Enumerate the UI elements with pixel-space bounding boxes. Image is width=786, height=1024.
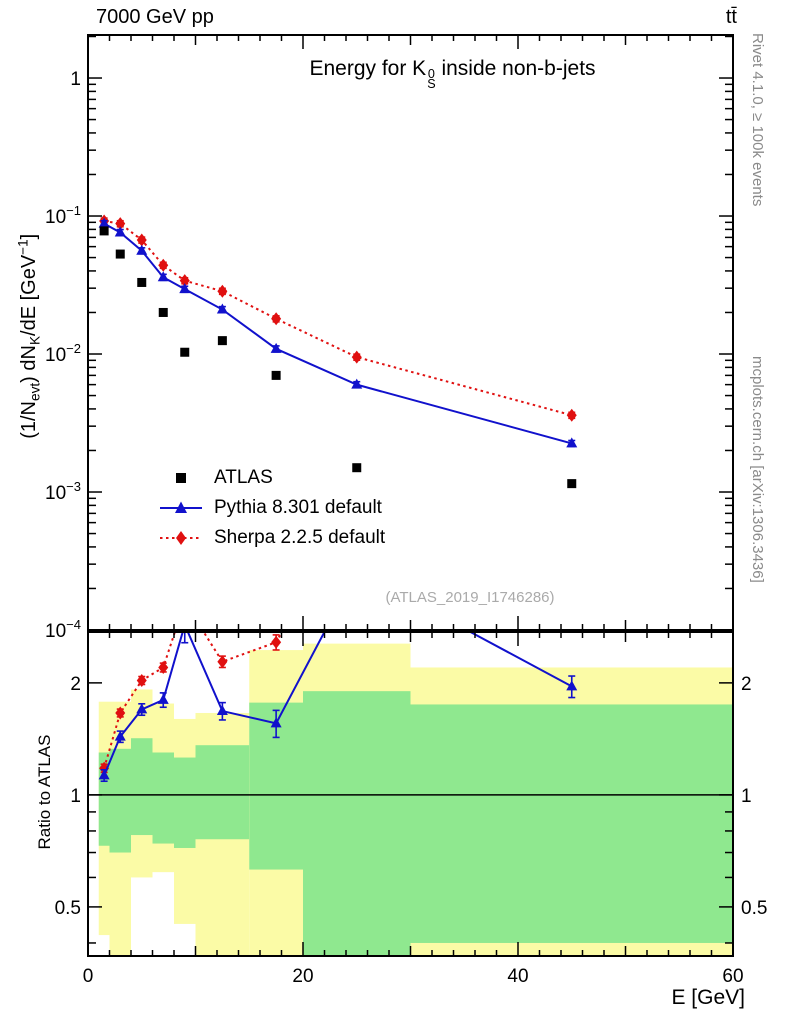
tick-label: 1: [70, 69, 81, 90]
tick-label: 10−4: [45, 617, 81, 642]
main-y-axis-title: (1/Nevt) dNK/dE [GeV−1]: [15, 233, 43, 439]
ratio-y-axis-title: Ratio to ATLAS: [35, 734, 54, 850]
tick-label: 2: [70, 674, 81, 695]
tick-label: 40: [507, 966, 528, 987]
process-label: tt̄: [725, 6, 737, 28]
legend-label-atlas: ATLAS: [214, 467, 273, 488]
pythia-line-marker-icon: [160, 501, 202, 513]
legend-item-atlas: ATLAS: [158, 463, 385, 493]
tick-label: 60: [722, 966, 743, 987]
atlas-square-marker-icon: [176, 473, 186, 483]
axis-ticks: [87, 35, 734, 956]
tick-label: 0: [83, 966, 94, 987]
sherpa-line-marker-icon: [160, 531, 202, 545]
x-axis-title: E [GeV]: [671, 986, 745, 1009]
tick-label: 2: [741, 674, 752, 695]
beam-energy-label: 7000 GeV pp: [96, 6, 214, 28]
legend-label-pythia: Pythia 8.301 default: [214, 497, 382, 518]
tick-label: 1: [70, 786, 81, 807]
legend-item-pythia: Pythia 8.301 default: [158, 493, 385, 523]
legend-label-sherpa: Sherpa 2.2.5 default: [214, 527, 386, 548]
main-series-diamond: [99, 214, 577, 422]
ratio-series-diamond: [99, 632, 283, 775]
tick-label: 10−2: [45, 341, 81, 366]
mcplots-attribution-note: mcplots.cern.ch [arXiv:1306.3436]: [749, 356, 766, 583]
analysis-watermark: (ATLAS_2019_I1746286): [385, 589, 555, 606]
legend: ATLAS Pythia 8.301 default Sherpa 2.2.5 …: [158, 463, 385, 553]
tick-label: 1: [741, 786, 752, 807]
rivet-version-note: Rivet 4.1.0, ≥ 100k events: [749, 33, 766, 207]
tick-label: 10−3: [45, 479, 81, 504]
tick-label: 10−1: [45, 203, 81, 228]
tick-label: 0.5: [741, 898, 767, 919]
tick-label: 0.5: [55, 898, 81, 919]
main-series-square: [99, 226, 577, 489]
uncertainty-bands: [98, 643, 733, 956]
tick-label: 20: [292, 966, 313, 987]
ratio-series-triangle: [98, 632, 578, 783]
legend-item-sherpa: Sherpa 2.2.5 default: [158, 523, 385, 553]
main-series-triangle: [98, 217, 578, 448]
